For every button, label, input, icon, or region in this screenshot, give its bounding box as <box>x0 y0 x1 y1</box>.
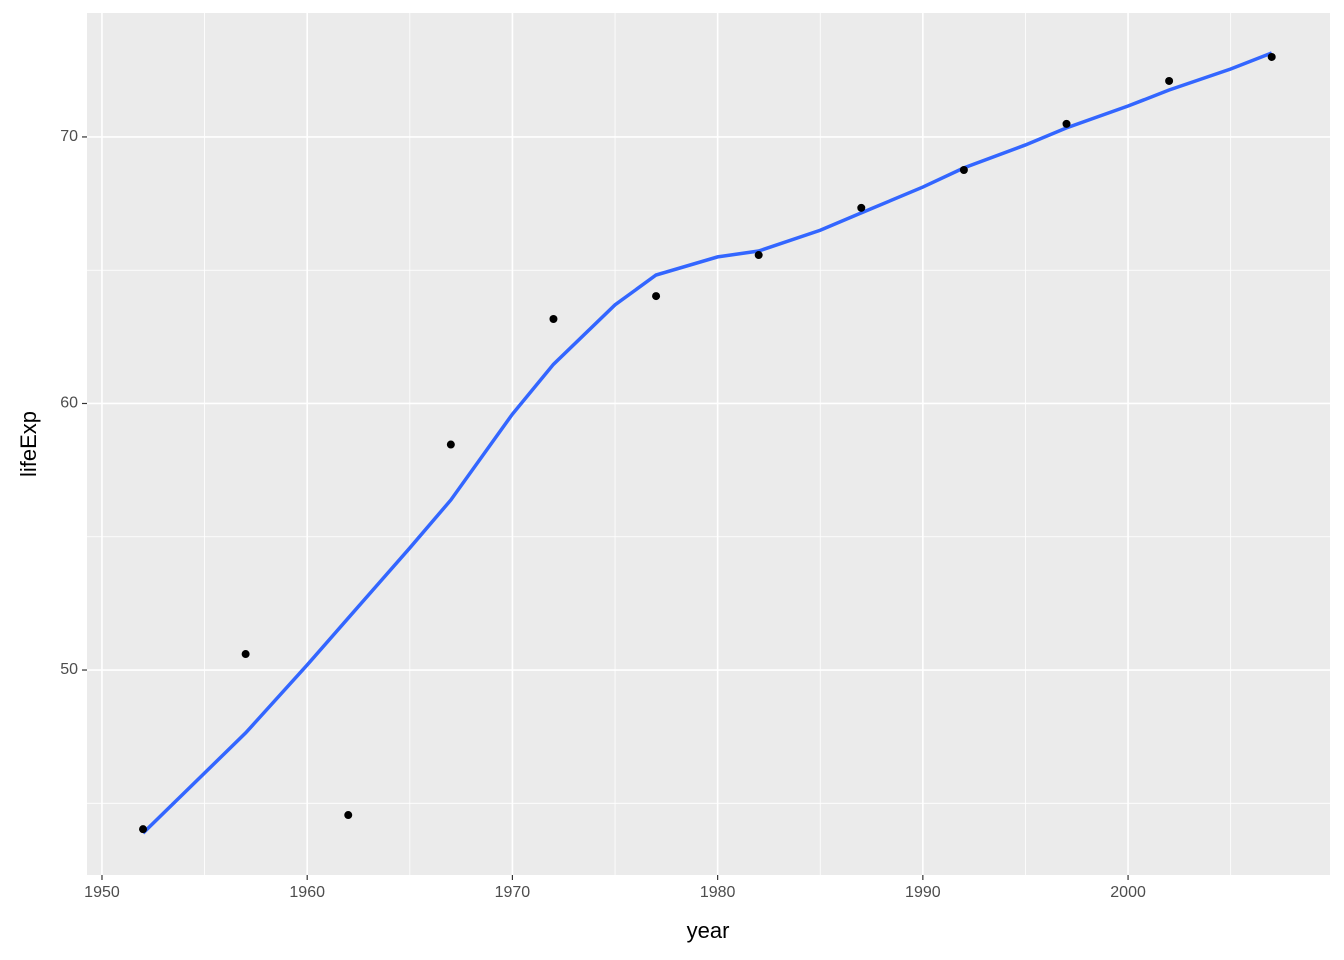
point <box>857 203 866 212</box>
x-tick-label: 2000 <box>1110 884 1146 901</box>
point <box>1165 76 1174 85</box>
panel <box>87 13 1330 875</box>
point <box>549 314 558 323</box>
point <box>139 825 148 834</box>
point <box>652 292 661 301</box>
x-tick-label: 1970 <box>495 884 531 901</box>
point <box>344 811 353 820</box>
point <box>446 440 455 449</box>
x-axis-label: year <box>687 918 730 943</box>
point <box>754 251 763 260</box>
x-tick-label: 1980 <box>700 884 736 901</box>
y-tick-label: 50 <box>60 661 78 678</box>
point <box>241 650 250 659</box>
x-tick-label: 1990 <box>905 884 941 901</box>
smooth-line <box>141 51 1273 835</box>
y-tick-label: 60 <box>60 395 78 412</box>
point <box>1062 119 1071 128</box>
y-axis-label: lifeExp <box>16 411 41 477</box>
y-tick-label: 70 <box>60 128 78 145</box>
point <box>959 165 968 174</box>
x-tick-label: 1950 <box>84 884 120 901</box>
point <box>1267 52 1276 61</box>
x-tick-label: 1960 <box>289 884 325 901</box>
